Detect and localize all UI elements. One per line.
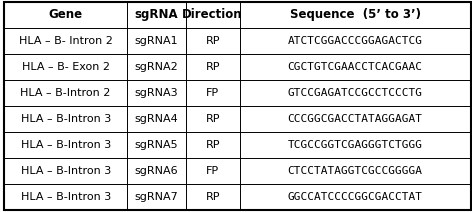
Text: sgRNA2: sgRNA2 — [135, 62, 178, 72]
Text: FP: FP — [206, 166, 219, 176]
Text: HLA – B-Intron 3: HLA – B-Intron 3 — [20, 166, 111, 176]
Text: HLA – B- Intron 2: HLA – B- Intron 2 — [19, 36, 112, 46]
Text: Gene: Gene — [49, 8, 83, 21]
Text: HLA – B-Intron 3: HLA – B-Intron 3 — [20, 140, 111, 150]
Text: RP: RP — [205, 62, 220, 72]
Text: sgRNA7: sgRNA7 — [135, 192, 178, 202]
Text: RP: RP — [205, 192, 220, 202]
Text: ATCTCGGACCCGGAGACTCG: ATCTCGGACCCGGAGACTCG — [287, 36, 422, 46]
Text: CCCGGCGACCTATAGGAGAT: CCCGGCGACCTATAGGAGAT — [287, 114, 422, 124]
Text: RP: RP — [205, 114, 220, 124]
Text: FP: FP — [206, 88, 219, 98]
Text: Direction: Direction — [182, 8, 243, 21]
Text: GGCCATCCCCGGCGACCTAT: GGCCATCCCCGGCGACCTAT — [287, 192, 422, 202]
Text: RP: RP — [205, 36, 220, 46]
Text: sgRNA4: sgRNA4 — [135, 114, 178, 124]
Text: HLA – B-Intron 3: HLA – B-Intron 3 — [20, 114, 111, 124]
Text: sgRNA: sgRNA — [135, 8, 178, 21]
Text: GTCCGAGATCCGCCTCCCTG: GTCCGAGATCCGCCTCCCTG — [287, 88, 422, 98]
Text: TCGCCGGTCGAGGGTCTGGG: TCGCCGGTCGAGGGTCTGGG — [287, 140, 422, 150]
Text: HLA – B-Intron 2: HLA – B-Intron 2 — [20, 88, 111, 98]
Text: sgRNA3: sgRNA3 — [135, 88, 178, 98]
Text: CTCCTATAGGTCGCCGGGGA: CTCCTATAGGTCGCCGGGGA — [287, 166, 422, 176]
Text: RP: RP — [205, 140, 220, 150]
Text: sgRNA6: sgRNA6 — [135, 166, 178, 176]
Text: HLA – B- Exon 2: HLA – B- Exon 2 — [22, 62, 110, 72]
Text: sgRNA5: sgRNA5 — [135, 140, 178, 150]
Text: HLA – B-Intron 3: HLA – B-Intron 3 — [20, 192, 111, 202]
Text: CGCTGTCGAACCTCACGAAC: CGCTGTCGAACCTCACGAAC — [287, 62, 422, 72]
Text: sgRNA1: sgRNA1 — [135, 36, 178, 46]
Text: Sequence  (5’ to 3’): Sequence (5’ to 3’) — [289, 8, 421, 21]
